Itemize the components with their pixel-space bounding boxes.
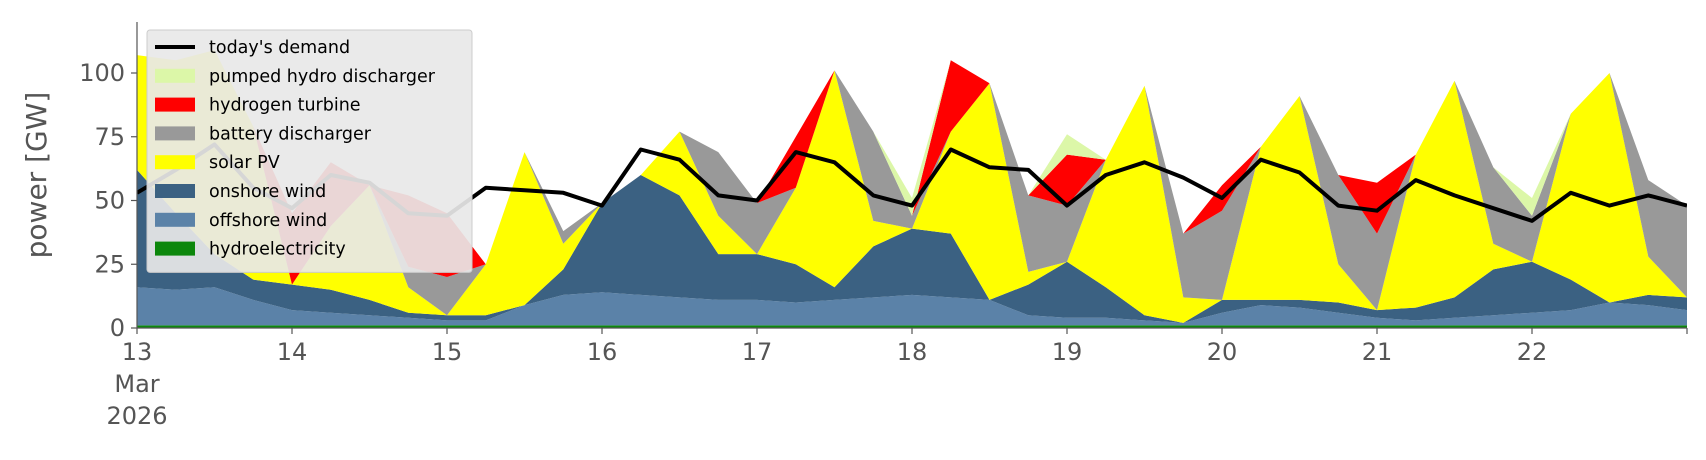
- legend-label: hydroelectricity: [209, 240, 346, 260]
- area-offshore-wind: [137, 287, 1687, 326]
- legend-box: [146, 29, 473, 273]
- legend-label: solar PV: [209, 153, 280, 173]
- x-tick-label: 16: [587, 338, 618, 366]
- area-solar-pv: [137, 50, 1687, 323]
- legend-swatch: [155, 97, 195, 112]
- x-tick-label: 18: [897, 338, 928, 366]
- legend-swatch: [155, 126, 195, 141]
- x-tick-label: 22: [1517, 338, 1548, 366]
- y-tick-label: 50: [94, 187, 125, 215]
- x-tick-label: 19: [1052, 338, 1083, 366]
- x-tick-label: 20: [1207, 338, 1238, 366]
- legend-label: today's demand: [209, 38, 350, 58]
- legend-swatch: [155, 155, 195, 170]
- y-tick-label: 0: [110, 314, 125, 342]
- legend-label: pumped hydro discharger: [209, 67, 436, 87]
- legend-swatch: [155, 212, 195, 227]
- legend-swatch: [155, 184, 195, 198]
- x-tick-label: 13: [122, 338, 153, 366]
- y-tick-label: 100: [79, 59, 125, 87]
- legend-label: offshore wind: [209, 211, 327, 231]
- legend-label: onshore wind: [209, 182, 326, 202]
- axes: 0 25 50 75 100 13 Mar 2026 14 15 16 17 18 19 20 21 22 pow…: [20, 22, 1688, 430]
- area-hydroelectricity: [137, 325, 1687, 328]
- legend: today's demand pumped hydro discharger hyd…: [146, 29, 473, 273]
- legend-label: battery discharger: [209, 124, 372, 144]
- x-tick-label: 14: [277, 338, 308, 366]
- y-axis-label: power [GW]: [20, 92, 53, 259]
- x-tick-label: 21: [1362, 338, 1393, 366]
- x-tick-label-date: Mar: [114, 370, 159, 398]
- legend-swatch: [155, 241, 195, 256]
- legend-swatch: [155, 68, 195, 83]
- x-tick-label-date: 2026: [106, 402, 167, 430]
- y-tick-label: 25: [94, 250, 125, 278]
- x-tick-label: 15: [432, 338, 463, 366]
- legend-label: hydrogen turbine: [209, 96, 361, 116]
- area-onshore-wind: [137, 169, 1687, 323]
- x-tick-label: 17: [742, 338, 773, 366]
- y-tick-label: 75: [94, 123, 125, 151]
